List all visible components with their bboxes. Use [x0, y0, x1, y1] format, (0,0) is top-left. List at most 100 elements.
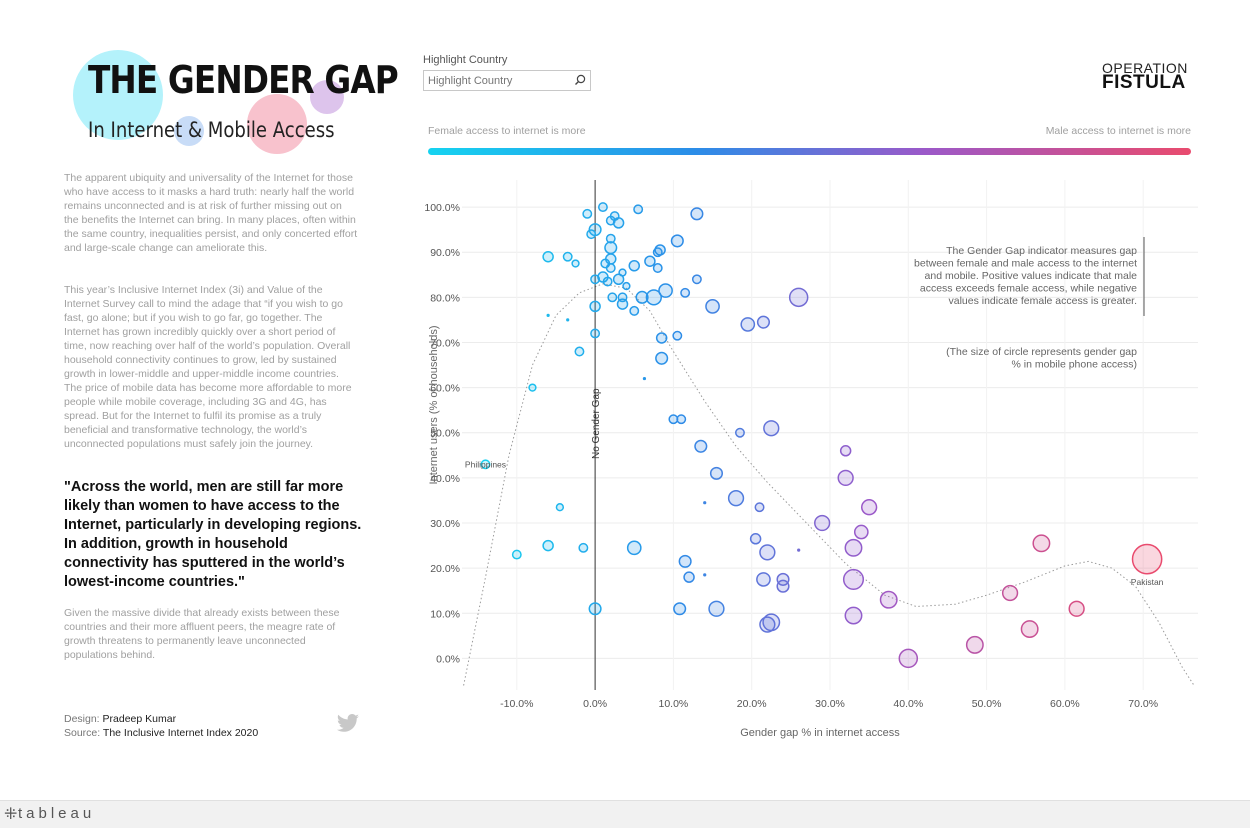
x-tick-label: 60.0% [1050, 698, 1080, 710]
data-point [740, 317, 756, 332]
x-tick-label: 70.0% [1128, 698, 1158, 710]
y-tick-label: 80.0% [430, 292, 460, 304]
data-point [879, 590, 898, 609]
annotation-main: The Gender Gap indicator measures gap bet… [914, 245, 1137, 307]
data-point [673, 602, 687, 616]
highlight-label: Highlight Country [423, 54, 508, 66]
data-point [628, 260, 641, 272]
data-point [839, 445, 852, 457]
data-point [528, 383, 537, 392]
data-point [703, 573, 707, 577]
data-point [788, 287, 809, 308]
data-point [1032, 534, 1051, 553]
twitter-icon[interactable] [336, 714, 360, 734]
data-point [754, 502, 765, 513]
data-point [658, 283, 673, 298]
highlight-country-input[interactable] [424, 71, 568, 90]
data-point [690, 207, 704, 221]
data-point [566, 318, 570, 322]
annotation-size: (The size of circle represents gender ga… [946, 346, 1137, 371]
intro-paragraph-3: Given the massive divide that already ex… [64, 607, 340, 661]
x-tick-label: 40.0% [893, 698, 923, 710]
data-point [582, 208, 593, 219]
title-block: THE GENDER GAP In Internet & Mobile Acce… [60, 40, 399, 165]
design-label: Design: [64, 713, 100, 725]
data-point [759, 544, 776, 561]
y-tick-label: 0.0% [436, 653, 460, 665]
data-point [756, 315, 770, 329]
data-point [762, 613, 781, 632]
data-point [607, 292, 618, 303]
x-axis-label: Gender gap % in internet access [740, 727, 900, 739]
data-point [618, 268, 627, 277]
data-point [676, 414, 687, 425]
data-point [605, 233, 616, 244]
data-point [694, 439, 708, 453]
decorative-circle-purple [310, 80, 344, 114]
data-point [1020, 620, 1039, 639]
data-point [589, 300, 601, 313]
y-tick-label: 30.0% [430, 518, 460, 530]
x-tick-label: -10.0% [500, 698, 533, 710]
y-axis-label: Internet users (% of households) [428, 326, 440, 485]
data-point [844, 538, 863, 557]
data-point [511, 549, 522, 560]
data-point [642, 376, 647, 381]
decorative-circle-blue [174, 116, 204, 146]
decorative-circle-pink [247, 94, 307, 154]
search-icon[interactable] [573, 73, 587, 87]
x-tick-label: 30.0% [815, 698, 845, 710]
credits: Design: Pradeep Kumar Source: The Inclus… [64, 712, 258, 740]
data-point [588, 223, 602, 237]
y-tick-label: 10.0% [430, 608, 460, 620]
data-point [655, 332, 668, 344]
data-point [860, 499, 878, 516]
data-point [853, 524, 869, 540]
gradient-legend-right: Male access to internet is more [1045, 125, 1191, 137]
data-point [633, 204, 644, 215]
data-point [735, 427, 745, 438]
data-point [562, 251, 573, 262]
no-gender-gap-label: No Gender Gap [591, 388, 602, 459]
x-tick-label: 50.0% [972, 698, 1002, 710]
data-point [1131, 543, 1163, 575]
data-point [814, 514, 831, 532]
scatter-chart: 0.0% 10.0% 20.0% 30.0% 40.0% 50.0% 60.0% 70.0% 8… [425, 180, 1198, 739]
data-point [776, 579, 790, 593]
data-point [727, 490, 745, 507]
y-tick-label: 40.0% [430, 473, 460, 485]
data-point [605, 253, 617, 265]
data-point [655, 351, 669, 365]
tableau-logo-text[interactable]: tableau [18, 805, 96, 822]
data-point [605, 263, 616, 273]
y-tick-label: 90.0% [430, 247, 460, 259]
data-point [708, 600, 725, 617]
decorative-circle-cyan [73, 50, 163, 140]
intro-paragraph-2: This year’s Inclusive Internet Index (3i… [64, 284, 352, 450]
data-point [597, 202, 608, 213]
brand-line-2: FISTULA [1102, 72, 1186, 93]
point-label: Pakistan [1131, 577, 1164, 587]
data-point [612, 217, 625, 229]
brand-line-1: OPERATION [1102, 60, 1188, 76]
x-tick-label: 0.0% [583, 698, 607, 710]
data-point [574, 346, 585, 357]
data-point [635, 290, 649, 304]
intro-paragraph-1: The apparent ubiquity and universality o… [64, 172, 358, 254]
data-point [965, 635, 984, 654]
data-point [837, 469, 854, 487]
highlight-country-search[interactable] [423, 70, 591, 91]
data-point [797, 548, 801, 552]
tableau-footer: ⁜ tableau [0, 800, 1250, 828]
gradient-legend-left: Female access to internet is more [428, 125, 586, 137]
y-tick-label: 20.0% [430, 563, 460, 575]
x-tick-label: 10.0% [659, 698, 689, 710]
data-point [683, 571, 695, 583]
source-label: Source: [64, 727, 101, 739]
data-point [590, 328, 601, 339]
data-point [678, 554, 692, 568]
gradient-legend-bar [428, 148, 1191, 155]
data-point [763, 420, 780, 437]
data-point [542, 250, 554, 263]
data-point [776, 572, 790, 586]
